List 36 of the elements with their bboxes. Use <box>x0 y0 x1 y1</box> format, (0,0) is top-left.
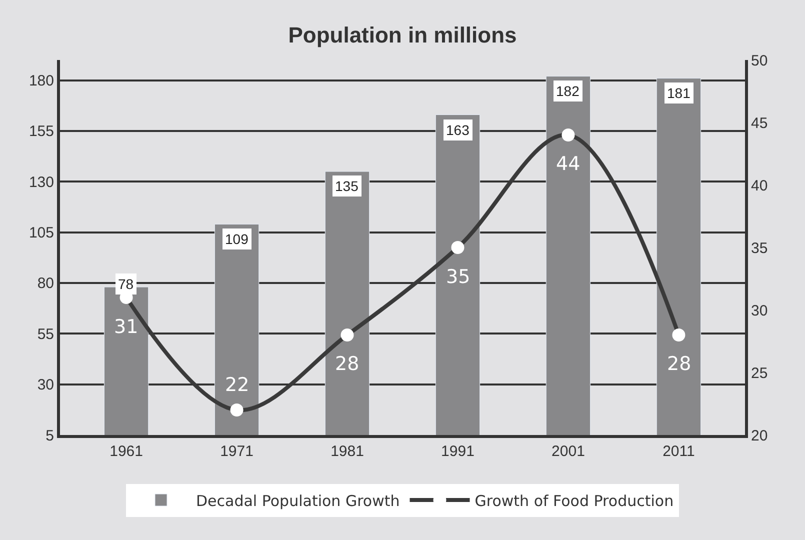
data-label: 31 <box>114 316 138 338</box>
x-tick-label: 2001 <box>552 443 585 460</box>
data-label: 44 <box>556 153 580 175</box>
data-label: 135 <box>335 178 359 194</box>
legend-label: Decadal Population Growth <box>196 492 400 510</box>
data-label: 163 <box>446 122 470 138</box>
data-label: 22 <box>225 374 250 396</box>
x-tick-label: 1961 <box>110 443 143 460</box>
y-tick-label: 5 <box>46 427 54 444</box>
y2-tick-label: 20 <box>751 427 768 444</box>
y2-tick-label: 50 <box>751 52 768 70</box>
x-tick-label: 1991 <box>441 443 474 460</box>
data-label: 78 <box>118 276 134 292</box>
chart-title: Population in millions <box>288 22 517 48</box>
y2-tick-label: 40 <box>751 177 768 194</box>
data-label: 28 <box>667 353 692 375</box>
y-tick-label: 80 <box>37 275 54 292</box>
y-tick-label: 105 <box>28 224 54 242</box>
y-tick-label: 155 <box>28 123 54 140</box>
legend-label: Growth of Food Production <box>474 492 674 510</box>
y2-tick-label: 25 <box>751 364 768 382</box>
data-label: 28 <box>335 353 360 375</box>
y-tick-label: 55 <box>37 326 54 343</box>
x-tick-label: 1971 <box>220 443 254 460</box>
y-tick-label: 30 <box>37 376 54 394</box>
data-label: 182 <box>556 83 580 99</box>
x-tick-label: 2011 <box>662 443 695 460</box>
y-tick-label: 180 <box>28 72 54 90</box>
y2-tick-label: 30 <box>751 302 768 320</box>
y-tick-label: 130 <box>28 174 54 191</box>
data-label: 181 <box>667 85 691 101</box>
y2-tick-label: 45 <box>751 114 768 132</box>
x-tick-label: 1981 <box>330 443 364 460</box>
y2-tick-label: 35 <box>751 240 768 257</box>
data-label: 109 <box>225 231 249 247</box>
data-label: 35 <box>446 266 470 288</box>
